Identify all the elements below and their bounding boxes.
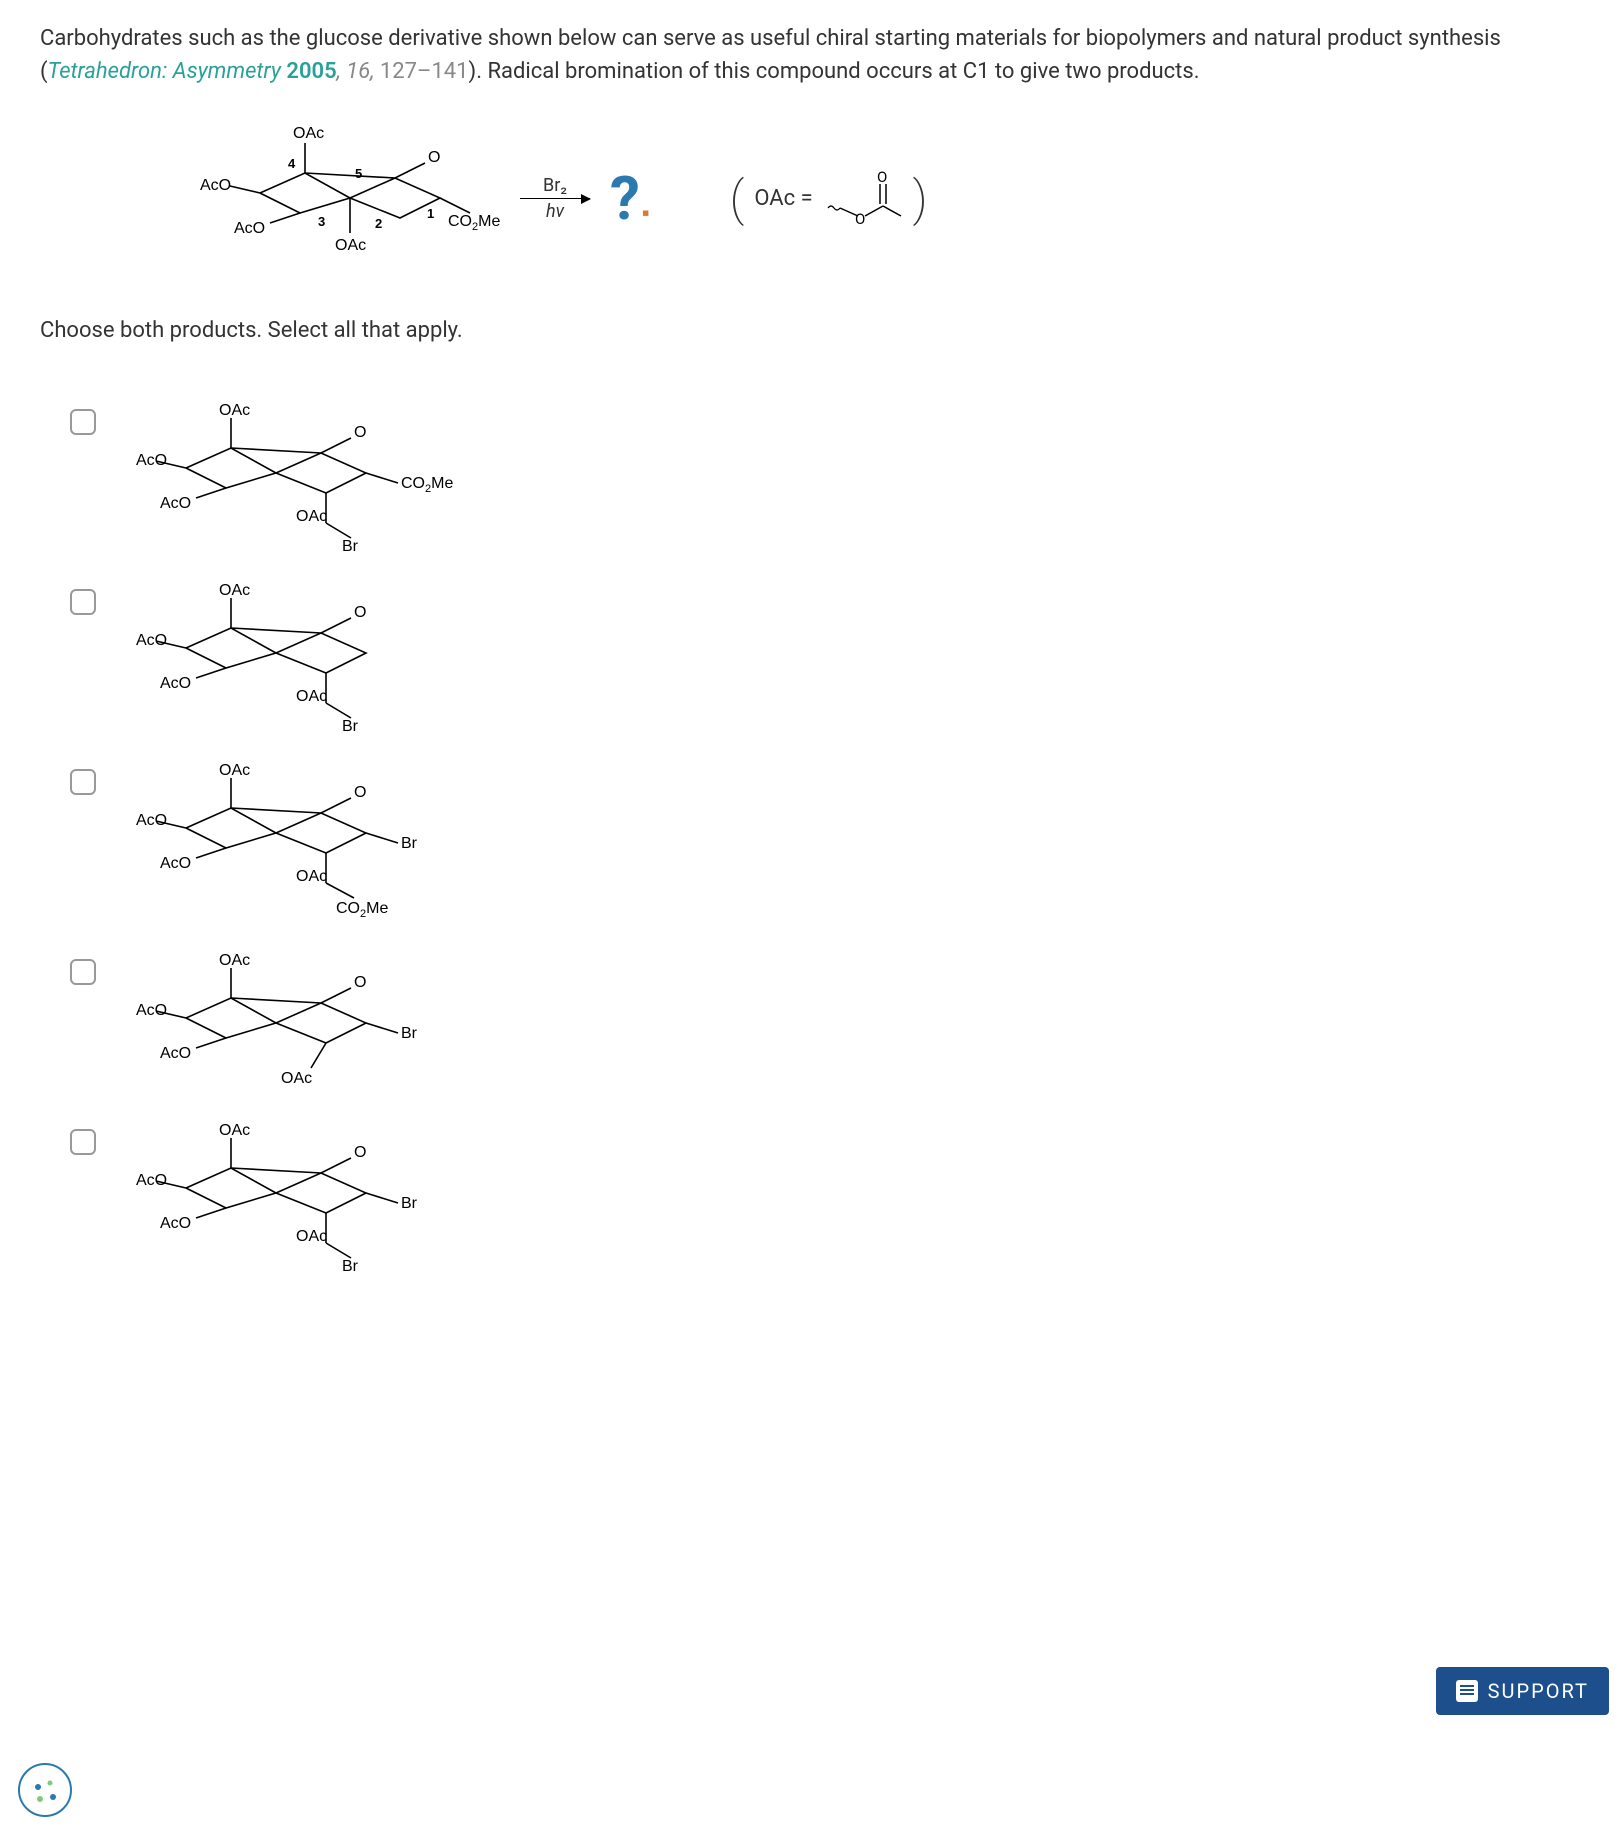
svg-text:Br: Br (342, 718, 359, 733)
option-5-structure: OAc AcO AcO OAc Br O Br (136, 1123, 456, 1283)
svg-text:AcO: AcO (136, 632, 167, 649)
option-3-structure: OAc AcO AcO OAc Br O CO2Me (136, 763, 456, 923)
svg-text:Br: Br (401, 1025, 418, 1042)
option-5-checkbox[interactable] (70, 1129, 96, 1155)
svg-text:OAc: OAc (281, 1070, 312, 1087)
option-3: OAc AcO AcO OAc Br O CO2Me (70, 763, 1579, 923)
question-mark-dot: ▪ (642, 200, 650, 226)
option-1-checkbox[interactable] (70, 409, 96, 435)
svg-text:AcO: AcO (200, 177, 231, 194)
svg-text:O: O (877, 168, 887, 186)
question-content: Carbohydrates such as the glucose deriva… (0, 22, 1619, 1323)
option-2: OAc AcO AcO OAc O Br (70, 583, 1579, 733)
svg-text:CO2Me: CO2Me (401, 475, 453, 495)
paren-close-icon: ) (913, 170, 928, 227)
svg-text:OAc: OAc (296, 868, 327, 885)
svg-text:AcO: AcO (160, 1215, 191, 1232)
svg-text:AcO: AcO (160, 1045, 191, 1062)
reagent-bottom: hv (546, 201, 564, 222)
svg-text:Br: Br (401, 835, 418, 852)
svg-text:Br: Br (401, 1195, 418, 1212)
acetyl-structure: O O (823, 168, 903, 228)
option-4-structure: OAc AcO AcO OAc Br O (136, 953, 456, 1093)
option-1: OAc AcO AcO OAc CO2Me O Br (70, 403, 1579, 553)
instruction-text: Choose both products. Select all that ap… (40, 318, 1579, 343)
svg-text:AcO: AcO (136, 1172, 167, 1189)
citation-journal: Tetrahedron: Asymmetry (48, 59, 281, 84)
svg-text:O: O (354, 974, 366, 991)
svg-text:O: O (354, 784, 366, 801)
answer-options: OAc AcO AcO OAc CO2Me O Br (70, 403, 1579, 1283)
starting-material-structure: OAc AcO AcO OAc CO2Me O 4 5 3 2 1 (200, 118, 500, 278)
svg-text:O: O (354, 1144, 366, 1161)
svg-text:OAc: OAc (219, 1123, 250, 1139)
svg-text:AcO: AcO (160, 855, 191, 872)
intro-text-2: ). Radical bromination of this compound … (469, 59, 1200, 84)
support-button[interactable]: SUPPORT (1436, 1667, 1609, 1715)
svg-text:2: 2 (375, 216, 382, 231)
svg-text:5: 5 (355, 166, 362, 181)
oac-label: OAc = (754, 186, 812, 211)
svg-text:OAc: OAc (219, 403, 250, 419)
cookie-icon (20, 1765, 70, 1815)
reaction-scheme: OAc AcO AcO OAc CO2Me O 4 5 3 2 1 Br₂ hv (200, 118, 1579, 278)
citation-year: 2005 (281, 59, 337, 84)
option-3-checkbox[interactable] (70, 769, 96, 795)
option-2-checkbox[interactable] (70, 589, 96, 615)
svg-text:Br: Br (342, 538, 359, 553)
citation-pages: 127–141 (374, 59, 468, 84)
svg-text:CO2Me: CO2Me (448, 213, 500, 233)
option-4: OAc AcO AcO OAc Br O (70, 953, 1579, 1093)
svg-text:OAc: OAc (296, 688, 327, 705)
svg-text:AcO: AcO (136, 452, 167, 469)
svg-text:OAc: OAc (296, 1228, 327, 1245)
svg-text:AcO: AcO (136, 1002, 167, 1019)
svg-text:1: 1 (427, 206, 434, 221)
svg-text:AcO: AcO (160, 495, 191, 512)
arrow-line (520, 198, 590, 199)
reaction-arrow: Br₂ hv (520, 175, 590, 222)
svg-text:OAc: OAc (296, 508, 327, 525)
citation-volume: , 16, (337, 59, 375, 84)
svg-text:OAc: OAc (293, 125, 324, 142)
svg-text:OAc: OAc (219, 583, 250, 599)
intro-paragraph: Carbohydrates such as the glucose deriva… (40, 22, 1579, 88)
option-5: OAc AcO AcO OAc Br O Br (70, 1123, 1579, 1283)
product-placeholder: ?▪ (610, 163, 650, 234)
chat-icon (1456, 1680, 1478, 1702)
svg-text:CO2Me: CO2Me (336, 900, 388, 920)
svg-text:OAc: OAc (335, 237, 366, 254)
svg-text:Br: Br (342, 1258, 359, 1275)
svg-text:4: 4 (288, 156, 296, 171)
svg-text:AcO: AcO (136, 812, 167, 829)
svg-text:O: O (354, 604, 366, 621)
svg-text:O: O (354, 424, 366, 441)
cookie-settings-button[interactable] (18, 1763, 72, 1817)
svg-text:OAc: OAc (219, 763, 250, 779)
support-label: SUPPORT (1488, 1679, 1589, 1703)
svg-text:AcO: AcO (160, 675, 191, 692)
svg-text:O: O (428, 149, 440, 166)
svg-text:O: O (855, 210, 865, 228)
svg-text:OAc: OAc (219, 953, 250, 969)
oac-definition: ( OAc = O O ) (730, 168, 928, 228)
svg-text:AcO: AcO (234, 220, 265, 237)
paren-open-icon: ( (730, 170, 745, 227)
reagent-top: Br₂ (543, 175, 567, 196)
question-mark-icon: ? (610, 163, 640, 234)
option-2-structure: OAc AcO AcO OAc O Br (136, 583, 456, 733)
option-1-structure: OAc AcO AcO OAc CO2Me O Br (136, 403, 456, 553)
svg-text:3: 3 (318, 214, 325, 229)
option-4-checkbox[interactable] (70, 959, 96, 985)
